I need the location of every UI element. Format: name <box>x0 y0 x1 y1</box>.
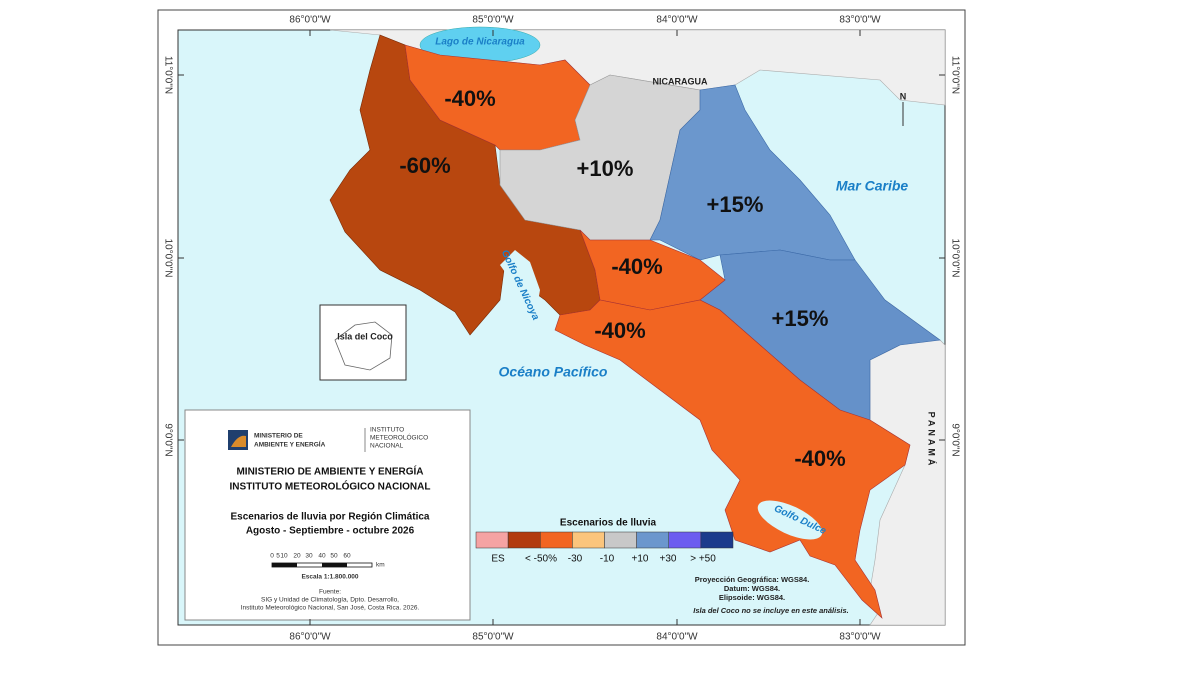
legend-bar <box>475 531 734 549</box>
legend-swatch <box>700 531 734 549</box>
scale-tick: 60 <box>343 553 351 560</box>
scale-tick: 5 <box>276 553 280 560</box>
map-title: Escenarios de lluvia por Región Climátic… <box>231 512 430 523</box>
scale-tick: 20 <box>293 553 301 560</box>
legend-label: +10 <box>632 554 649 565</box>
region-label: -40% <box>444 86 495 111</box>
scale-unit: km <box>376 562 385 569</box>
place-label: Océano Pacífico <box>499 364 608 380</box>
latitude-label: 9°0'0"N <box>949 423 960 456</box>
place-label: NICARAGUA <box>653 76 708 86</box>
note: Proyección Geográfica: WGS84. <box>695 575 810 584</box>
legend-swatch <box>572 531 605 549</box>
region-label: +15% <box>707 192 764 217</box>
scale-bar <box>272 563 297 567</box>
latitude-label: 11°0'0"N <box>162 56 173 94</box>
gulf <box>757 500 823 540</box>
legend-swatch <box>604 531 637 549</box>
legend-label: -10 <box>600 554 615 565</box>
logo-text: AMBIENTE Y ENERGÍA <box>254 440 326 449</box>
scale-tick: 30 <box>305 553 313 560</box>
longitude-label: 83°0'0"W <box>839 632 881 643</box>
logo-text: METEOROLÓGICO <box>370 433 428 442</box>
scale-bar <box>322 563 347 567</box>
legend-swatch <box>668 531 702 549</box>
longitude-label: 84°0'0"W <box>656 15 698 26</box>
note: Datum: WGS84. <box>724 584 780 593</box>
longitude-label: 85°0'0"W <box>472 632 514 643</box>
logo-text: INSTITUTO <box>370 427 404 434</box>
org-line: MINISTERIO DE AMBIENTE Y ENERGÍA <box>236 465 423 478</box>
longitude-label: 83°0'0"W <box>839 15 881 26</box>
scale-tick: 50 <box>330 553 338 560</box>
legend-label: < -50% <box>525 554 557 565</box>
island <box>334 321 393 371</box>
region-label: +15% <box>772 306 829 331</box>
legend-title: Escenarios de lluvia <box>560 518 657 529</box>
region-label: -40% <box>611 254 662 279</box>
gulf <box>500 250 540 320</box>
region-orange <box>554 299 911 619</box>
latitude-label: 10°0'0"N <box>949 239 960 278</box>
place-label: PANAMÁ <box>927 412 937 469</box>
north-arrow: N <box>900 91 907 101</box>
legend-label: > +50 <box>690 554 716 565</box>
scale-tick: 40 <box>318 553 326 560</box>
longitude-label: 86°0'0"W <box>289 632 331 643</box>
note: Elipsoide: WGS84. <box>719 593 785 602</box>
legend-swatch <box>636 531 669 549</box>
region-label: -60% <box>399 153 450 178</box>
scale-tick: 10 <box>280 553 288 560</box>
region-label: -40% <box>794 446 845 471</box>
region-orange <box>579 229 726 311</box>
latitude-label: 10°0'0"N <box>162 239 173 278</box>
place-label: Mar Caribe <box>836 178 909 194</box>
logo-text: NACIONAL <box>370 443 404 450</box>
legend-swatch <box>507 531 541 549</box>
longitude-label: 86°0'0"W <box>289 15 331 26</box>
legend-label: -30 <box>568 554 583 565</box>
region-label: +10% <box>577 156 634 181</box>
logo <box>231 435 246 447</box>
source-line: Fuente: <box>319 589 341 596</box>
place-label: Isla del Coco <box>337 331 393 341</box>
note: Isla del Coco no se incluye en este anál… <box>693 606 848 615</box>
region-label: -40% <box>594 318 645 343</box>
legend-label: +30 <box>660 554 677 565</box>
longitude-label: 84°0'0"W <box>656 632 698 643</box>
map-title: Agosto - Septiembre - octubre 2026 <box>246 526 415 537</box>
legend-label: ES <box>491 554 505 565</box>
source-line: Instituto Meteorológico Nacional, San Jo… <box>241 605 420 612</box>
org-line: INSTITUTO METEOROLÓGICO NACIONAL <box>230 480 431 493</box>
logo-text: MINISTERIO DE <box>254 433 303 440</box>
source-line: SIG y Unidad de Climatología, Dpto. Desa… <box>261 597 399 604</box>
latitude-label: 9°0'0"N <box>162 423 173 456</box>
scale-tick: 0 <box>270 553 274 560</box>
scale-text: Escala 1:1.800.000 <box>301 574 358 581</box>
longitude-label: 85°0'0"W <box>472 15 514 26</box>
legend-swatch <box>540 531 573 549</box>
legend-swatch <box>475 531 509 549</box>
place-label: Lago de Nicaragua <box>435 37 525 48</box>
latitude-label: 11°0'0"N <box>949 56 960 94</box>
